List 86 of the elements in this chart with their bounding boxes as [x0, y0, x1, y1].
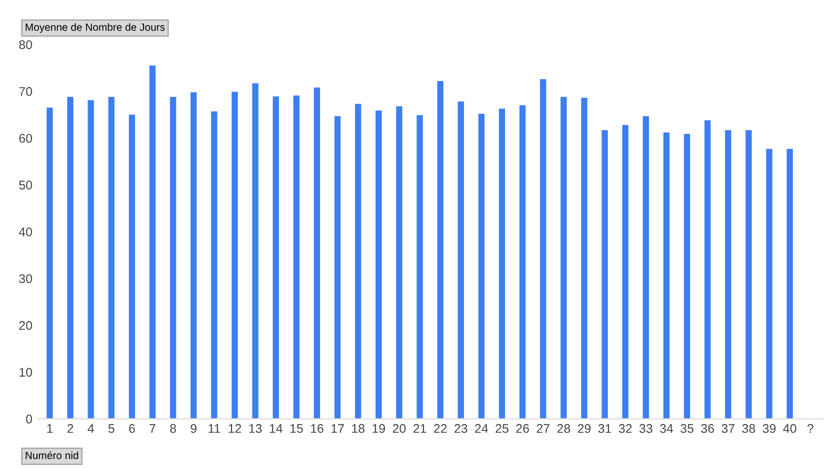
bar	[498, 108, 506, 419]
bar	[272, 96, 279, 419]
x-tick-label: 17	[332, 424, 344, 433]
bar	[581, 98, 588, 419]
bar	[67, 96, 74, 419]
bar	[149, 66, 156, 419]
bar	[560, 96, 567, 419]
x-tick-label: 38	[742, 424, 756, 433]
x-tick-label: 33	[639, 424, 652, 433]
bar	[519, 105, 526, 419]
x-tick-label: 36	[701, 424, 714, 433]
y-tick-label: 10	[20, 368, 32, 377]
bar	[602, 130, 608, 419]
y-tick-label: 70	[19, 87, 32, 96]
x-tick-label: 34	[660, 424, 674, 433]
x-tick-label: 23	[454, 424, 468, 433]
bar	[293, 95, 300, 419]
x-tick-label: 7	[150, 424, 156, 433]
x-tick-label: 26	[516, 424, 529, 433]
x-tick-label: 24	[475, 424, 488, 433]
y-tick-label: 40	[18, 227, 32, 236]
bar	[190, 92, 197, 419]
x-tick-label: 11	[208, 424, 220, 433]
x-tick-label: 13	[249, 424, 262, 433]
bar	[540, 79, 546, 419]
bar	[478, 114, 485, 419]
x-tick-label: 5	[108, 424, 114, 433]
x-tick-label: 16	[310, 424, 324, 433]
x-tick-label: 18	[352, 424, 364, 433]
bar	[642, 116, 649, 419]
bar	[437, 80, 444, 419]
bar	[128, 114, 136, 419]
bar	[46, 108, 53, 419]
x-tick-label: 1	[47, 424, 53, 433]
bar	[684, 134, 690, 419]
x-tick-label: 29	[578, 424, 591, 433]
x-axis-title: Numéro nid	[26, 451, 78, 460]
y-tick-label: 50	[19, 180, 32, 190]
bar	[232, 92, 238, 419]
x-tick-label: 4	[88, 424, 94, 433]
x-tick-label: 27	[536, 424, 550, 433]
y-tick-label: 30	[19, 274, 32, 284]
y-tick-label: 80	[19, 40, 32, 50]
x-tick-label: 2	[67, 424, 74, 433]
x-tick-label: 39	[762, 424, 776, 433]
bar	[622, 124, 628, 419]
bar	[704, 120, 711, 419]
x-tick-label: 22	[434, 424, 447, 433]
bar	[252, 83, 258, 419]
bar	[211, 111, 218, 419]
bar	[458, 102, 464, 419]
x-tick-label: 28	[557, 424, 570, 433]
bar	[766, 148, 772, 419]
bar	[314, 88, 320, 419]
y-tick-label: 0	[26, 414, 32, 424]
x-tick-label: 32	[618, 424, 632, 433]
x-tick-label: 25	[496, 424, 508, 433]
bar	[376, 110, 382, 419]
x-tick-label: 12	[228, 424, 242, 433]
bar	[663, 132, 670, 419]
x-tick-label: 37	[722, 424, 734, 433]
x-tick-label: 9	[190, 424, 197, 433]
x-tick-label: 21	[413, 424, 426, 433]
bar	[416, 115, 423, 419]
bar	[355, 104, 362, 419]
bar	[108, 96, 114, 419]
x-tick-label: 40	[783, 424, 796, 433]
x-tick-label: 31	[598, 424, 612, 433]
bar	[88, 100, 94, 419]
x-tick-label: 20	[392, 424, 406, 433]
bar	[170, 96, 176, 419]
x-tick-label: 35	[680, 424, 694, 433]
x-tick-label: 15	[290, 424, 303, 433]
chart-title: Moyenne de Nombre de Jours	[26, 23, 165, 33]
x-tick-label: 6	[129, 424, 135, 433]
bar	[725, 130, 732, 419]
y-tick-label: 60	[19, 134, 32, 143]
x-tick-label: 8	[170, 424, 176, 433]
x-tick-label: 14	[270, 424, 282, 433]
bar	[786, 148, 793, 419]
bar	[746, 130, 752, 419]
y-tick-label: 20	[19, 321, 32, 330]
x-tick-label: ?	[807, 424, 814, 433]
bar	[334, 116, 341, 419]
x-tick-label: 19	[372, 424, 386, 433]
bar	[396, 106, 402, 419]
